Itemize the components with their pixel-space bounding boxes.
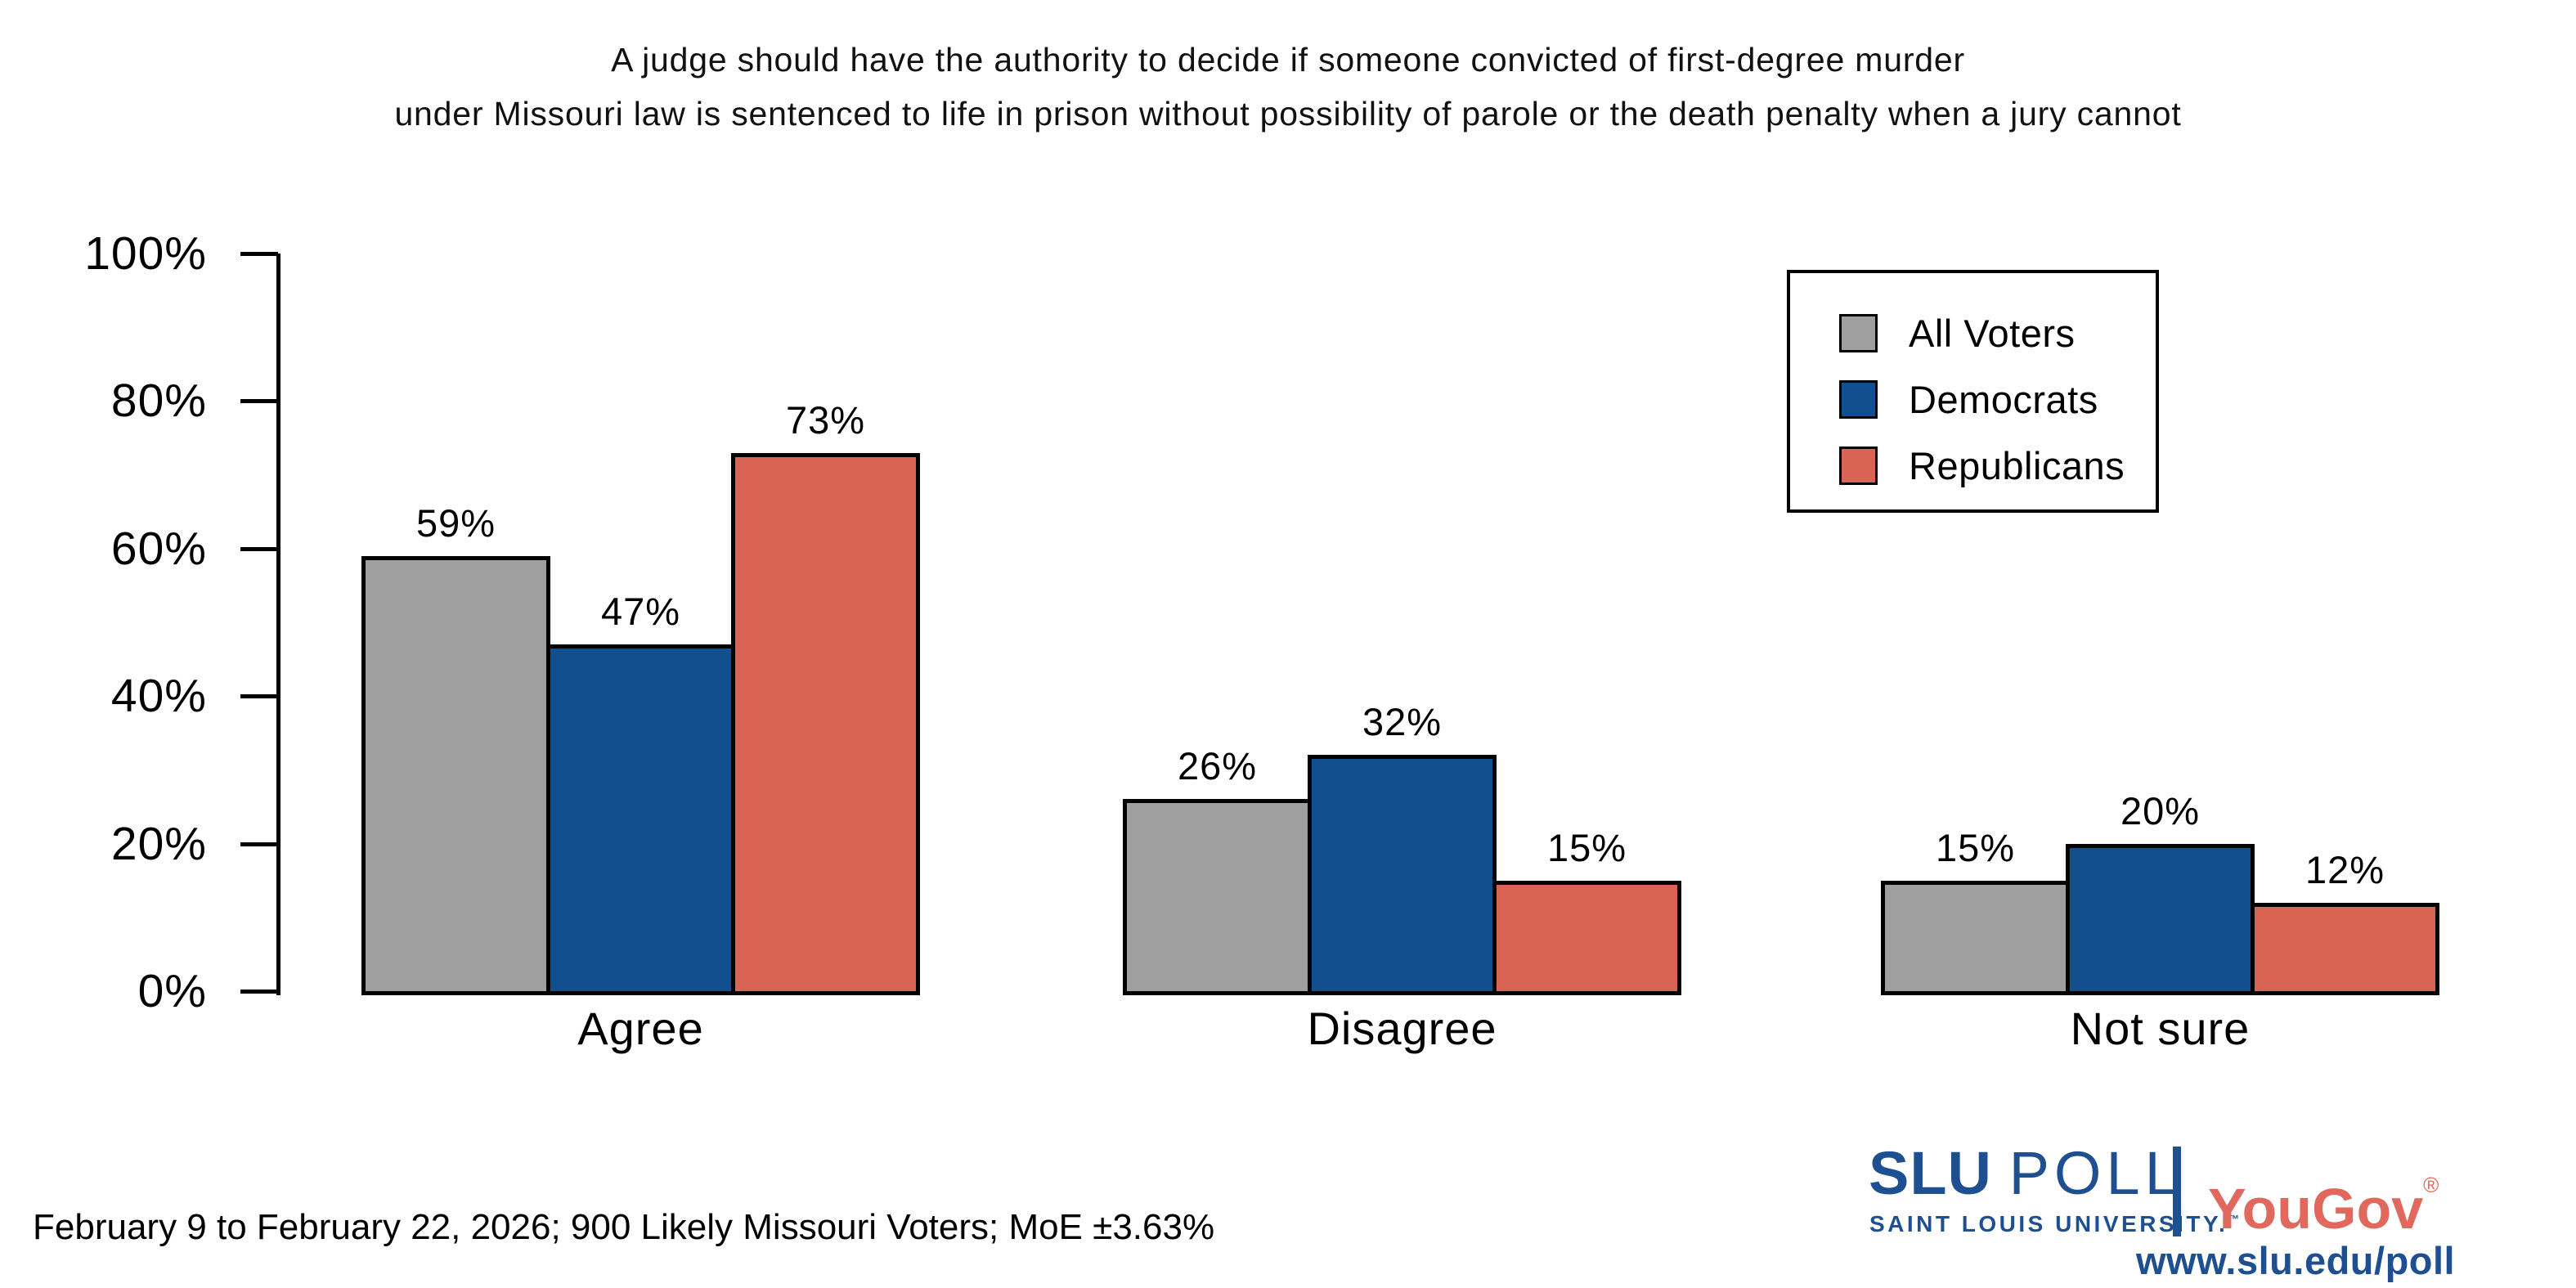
y-axis-tick (240, 841, 278, 846)
x-axis-category-label-not-sure: Not sure (2070, 1003, 2251, 1054)
bar-value-label-all-voters-disagree: 26% (1177, 744, 1258, 788)
chart-title: A judge should have the authority to dec… (0, 33, 2576, 141)
yougov-logo: YouGov® (2208, 1173, 2439, 1241)
bar-value-label-republicans-disagree: 15% (1546, 825, 1627, 869)
registered-trademark-icon: ® (2423, 1173, 2439, 1197)
x-axis-category-label-disagree: Disagree (1307, 1003, 1497, 1054)
bar-value-label-republicans-not-sure: 12% (2304, 847, 2385, 891)
website-text: www.slu.edu/poll (2136, 1239, 2456, 1282)
y-axis-tick-label: 80% (110, 375, 207, 428)
bar-republicans-not-sure (2251, 902, 2439, 995)
legend-swatch-democrats (1839, 380, 1878, 419)
y-axis-tick (240, 694, 278, 699)
y-axis-tick (240, 252, 278, 256)
bar-republicans-agree (731, 452, 920, 995)
bar-value-label-all-voters-agree: 59% (415, 500, 496, 545)
bar-democrats-not-sure (2066, 843, 2255, 995)
bar-democrats-disagree (1308, 755, 1497, 995)
legend-swatch-all-voters (1839, 314, 1878, 352)
bar-democrats-agree (546, 644, 735, 995)
legend-label-republicans: Republicans (1909, 444, 2125, 487)
y-axis-tick-label: 60% (110, 522, 207, 575)
bar-value-label-all-voters-not-sure: 15% (1935, 825, 2016, 869)
saint-louis-university-label: SAINT LOUIS UNIVERSITY.™ (1869, 1211, 2242, 1236)
chart-title-line2: under Missouri law is sentenced to life … (394, 95, 2182, 132)
bar-value-label-republicans-agree: 73% (785, 397, 866, 442)
legend-row-democrats: Democrats (1839, 377, 2156, 422)
y-axis-tick (240, 990, 278, 994)
legend-label-democrats: Democrats (1909, 378, 2098, 421)
slu-logo-text: SLU (1869, 1139, 1992, 1207)
legend-row-all-voters: All Voters (1839, 311, 2156, 356)
legend-swatch-republicans (1839, 447, 1878, 485)
slu-poll-logo: SLU POLL (1869, 1143, 2183, 1204)
y-axis-tick-label: 40% (110, 670, 207, 723)
poll-logo-text: POLL (2008, 1139, 2183, 1207)
trademark-icon: ™ (2228, 1212, 2242, 1226)
y-axis-tick-label: 0% (137, 965, 207, 1017)
y-axis-line (276, 254, 280, 995)
chart-title-line1: A judge should have the authority to dec… (611, 41, 1965, 79)
legend-label-all-voters: All Voters (1909, 312, 2076, 355)
bar-all-voters-agree (361, 555, 550, 995)
bar-value-label-democrats-agree: 47% (600, 590, 681, 634)
legend-row-republicans: Republicans (1839, 443, 2156, 488)
bar-republicans-disagree (1492, 880, 1681, 995)
y-axis-tick (240, 399, 278, 404)
logo-divider (2173, 1147, 2181, 1236)
x-axis-category-label-agree: Agree (577, 1003, 704, 1054)
legend: All Voters Democrats Republicans (1787, 270, 2159, 513)
bar-value-label-democrats-not-sure: 20% (2120, 788, 2201, 832)
bar-all-voters-not-sure (1881, 880, 2070, 995)
bar-all-voters-disagree (1123, 799, 1312, 995)
y-axis-tick-label: 20% (110, 817, 207, 870)
footnote: February 9 to February 22, 2026; 900 Lik… (33, 1207, 1215, 1247)
y-axis-tick-label: 100% (84, 227, 207, 280)
y-axis-tick (240, 546, 278, 551)
bar-value-label-democrats-disagree: 32% (1362, 700, 1443, 744)
